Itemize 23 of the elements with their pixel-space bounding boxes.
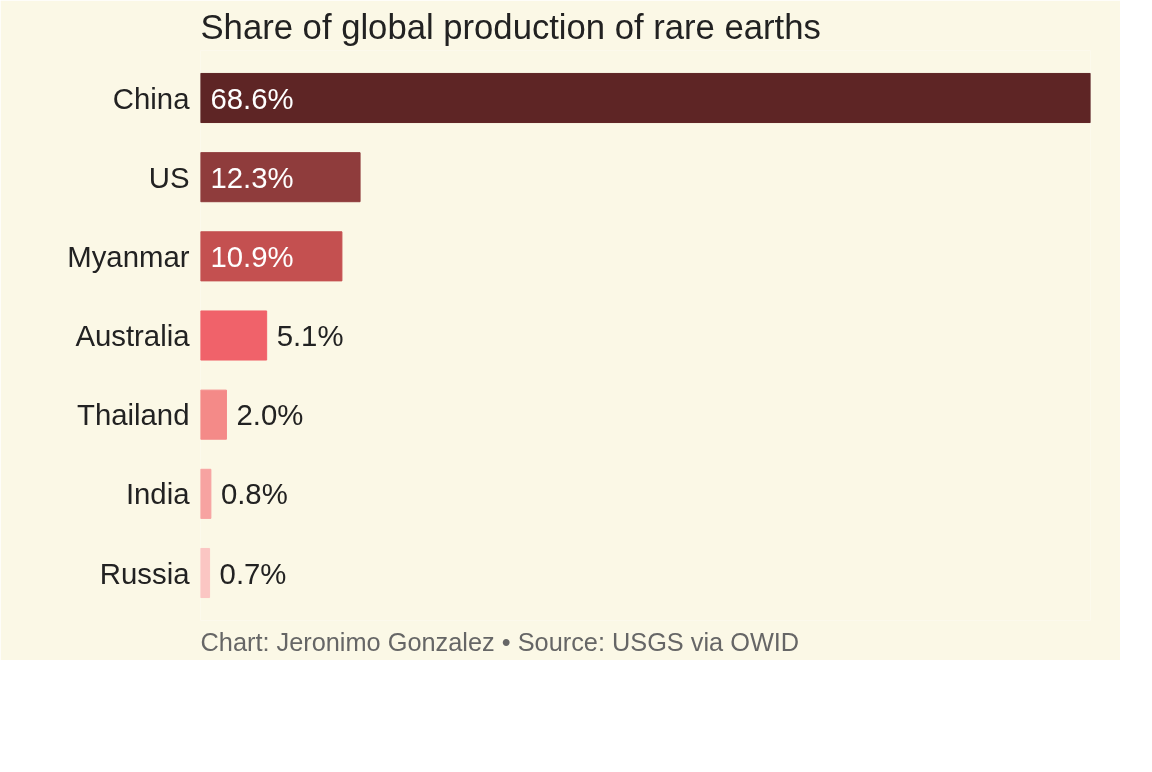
y-tick-label: China	[112, 81, 191, 115]
bar	[200, 231, 343, 282]
data-label: 12.3%	[210, 160, 294, 194]
y-tick-label: US	[148, 160, 190, 194]
y-tick-label: Australia	[75, 319, 191, 352]
data-label: 68.6%	[210, 81, 294, 115]
bar	[200, 547, 211, 599]
bar	[200, 389, 227, 440]
data-label: 2.0%	[236, 398, 304, 432]
data-label: 0.7%	[219, 556, 287, 590]
bar	[200, 468, 212, 519]
y-tick-label: Myanmar	[67, 239, 190, 273]
data-label: 0.8%	[220, 477, 288, 511]
chart-title: Share of global production of rare earths	[200, 7, 821, 46]
y-tick-label: Russia	[99, 556, 191, 590]
bar	[200, 72, 1091, 124]
data-label: 10.9%	[210, 239, 294, 273]
bar	[200, 152, 361, 203]
bar	[200, 310, 268, 361]
data-label: 5.1%	[276, 319, 344, 352]
y-tick-label: Thailand	[77, 398, 190, 432]
y-tick-label: India	[125, 477, 191, 511]
text: Chart: Jeronimo Gonzalez • Source: USGS via OWID	[200, 627, 800, 656]
